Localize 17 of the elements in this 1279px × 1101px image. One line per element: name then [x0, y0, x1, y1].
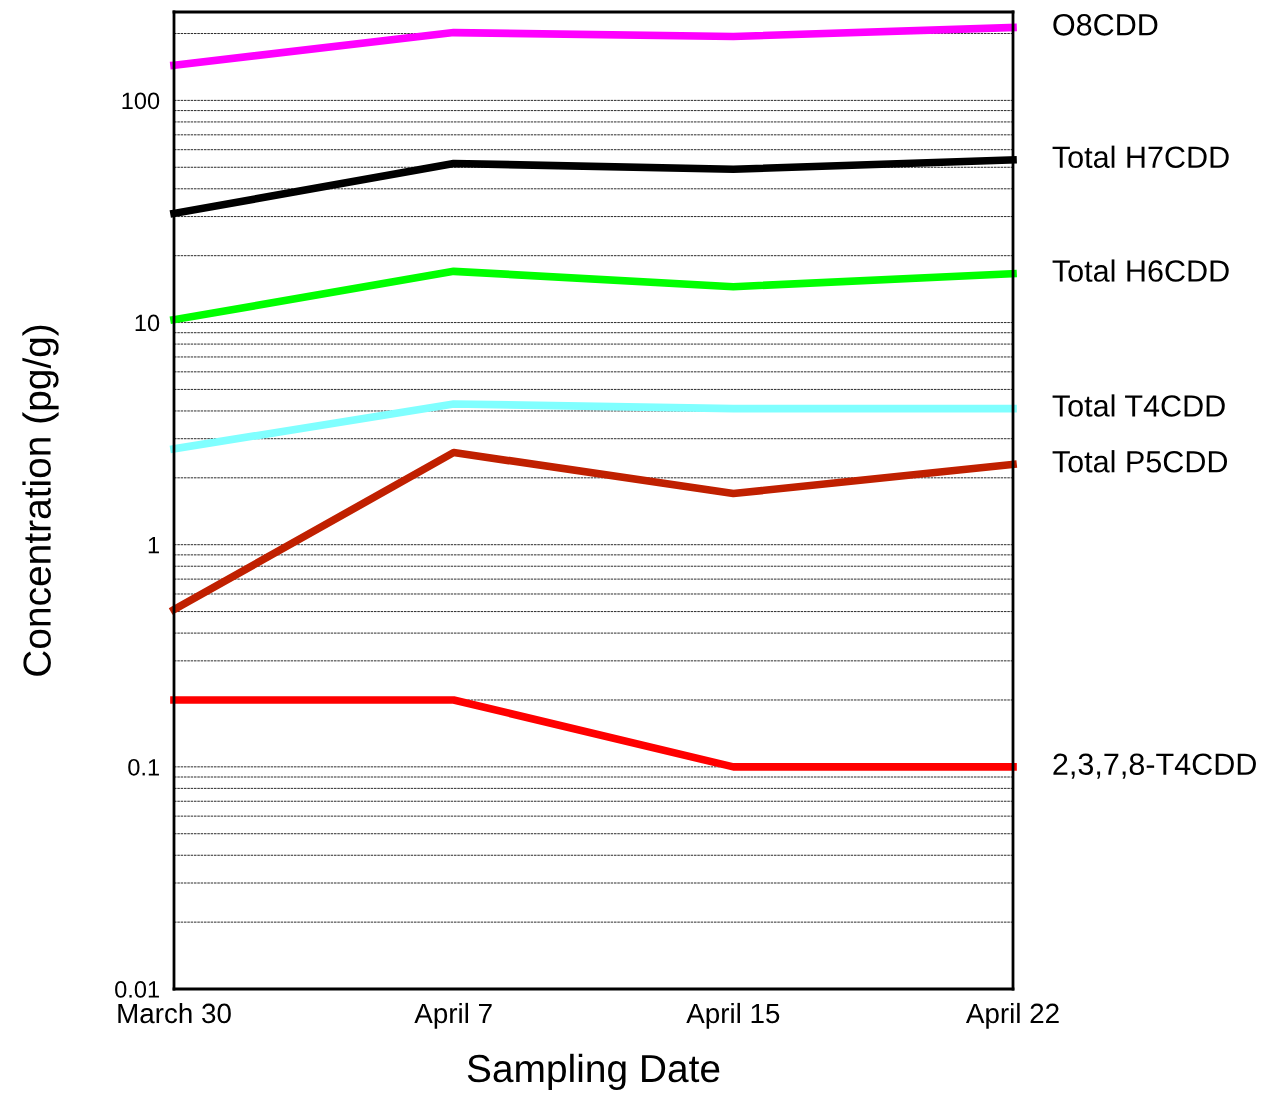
y-tick-label: 0.1: [128, 758, 159, 776]
x-tick-label: April 22: [965, 1002, 1059, 1029]
series-label: Total T4CDD: [1052, 394, 1225, 417]
series-label: Total P5CDD: [1052, 450, 1228, 473]
series-label: Total H6CDD: [1052, 259, 1229, 282]
y-tick-label: 10: [135, 314, 160, 332]
y-tick-label: 1: [148, 537, 159, 554]
y-tick-label: 0.01: [115, 981, 159, 998]
series-label: O8CDD: [1053, 14, 1158, 36]
y-tick-label: 100: [122, 92, 160, 110]
series-label: Total H7CDD: [1052, 145, 1229, 169]
series-label: 2,3,7,8-T4CDD: [1053, 753, 1256, 779]
x-tick-label: April 15: [686, 1002, 780, 1029]
x-axis-title: Sampling Date: [467, 1053, 720, 1091]
x-tick-label: March 30: [118, 1002, 231, 1024]
x-tick-label: April 7: [414, 1002, 492, 1029]
y-axis-title: Concentration (pg/g): [22, 325, 59, 676]
